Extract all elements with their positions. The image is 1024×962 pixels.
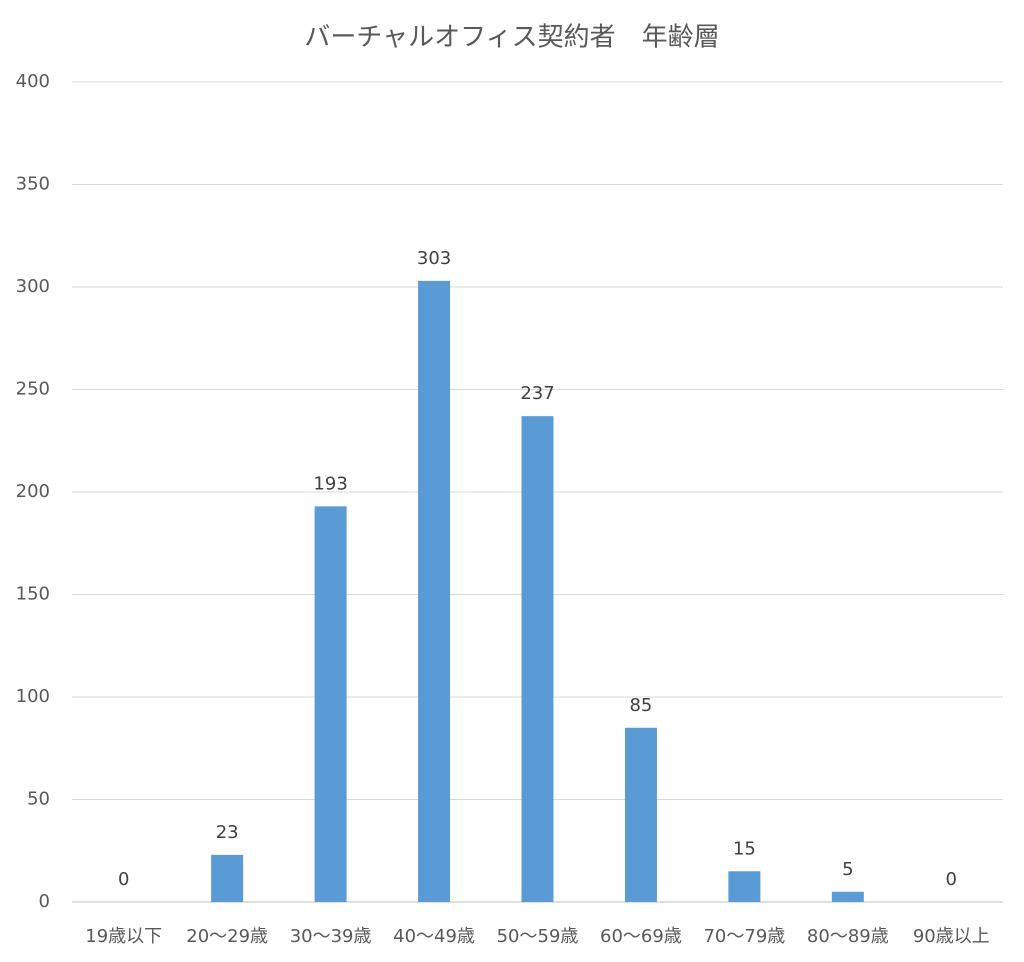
y-tick-label: 50 xyxy=(27,789,50,810)
data-label: 85 xyxy=(629,695,652,716)
x-tick-label: 30〜39歳 xyxy=(290,926,372,947)
data-label: 237 xyxy=(520,383,554,404)
data-label: 15 xyxy=(733,838,756,859)
chart-title: バーチャルオフィス契約者 年齢層 xyxy=(304,23,719,53)
y-tick-label: 400 xyxy=(16,71,50,92)
x-tick-label: 19歳以下 xyxy=(85,926,162,947)
data-label: 5 xyxy=(842,859,853,880)
bar xyxy=(314,506,347,902)
y-tick-label: 200 xyxy=(16,481,50,502)
x-tick-label: 90歳以上 xyxy=(913,926,990,947)
x-tick-label: 70〜79歳 xyxy=(703,926,785,947)
data-label: 23 xyxy=(216,822,239,843)
y-tick-label: 300 xyxy=(16,276,50,297)
x-tick-label: 80〜89歳 xyxy=(807,926,889,947)
x-tick-label: 60〜69歳 xyxy=(600,926,682,947)
bar xyxy=(831,891,864,902)
bar xyxy=(211,854,244,902)
data-label: 303 xyxy=(417,248,451,269)
bar xyxy=(418,280,451,903)
y-tick-label: 150 xyxy=(16,584,50,605)
y-tick-label: 250 xyxy=(16,379,50,400)
y-tick-label: 0 xyxy=(39,891,50,912)
data-label: 0 xyxy=(118,869,129,890)
x-tick-label: 50〜59歳 xyxy=(497,926,579,947)
bar xyxy=(728,871,761,902)
x-tick-label: 20〜29歳 xyxy=(186,926,268,947)
data-label: 193 xyxy=(313,473,347,494)
data-label: 0 xyxy=(946,869,957,890)
y-tick-label: 100 xyxy=(16,686,50,707)
x-tick-label: 40〜49歳 xyxy=(393,926,475,947)
y-tick-label: 350 xyxy=(16,174,50,195)
bar xyxy=(521,416,554,902)
bar xyxy=(624,727,657,902)
